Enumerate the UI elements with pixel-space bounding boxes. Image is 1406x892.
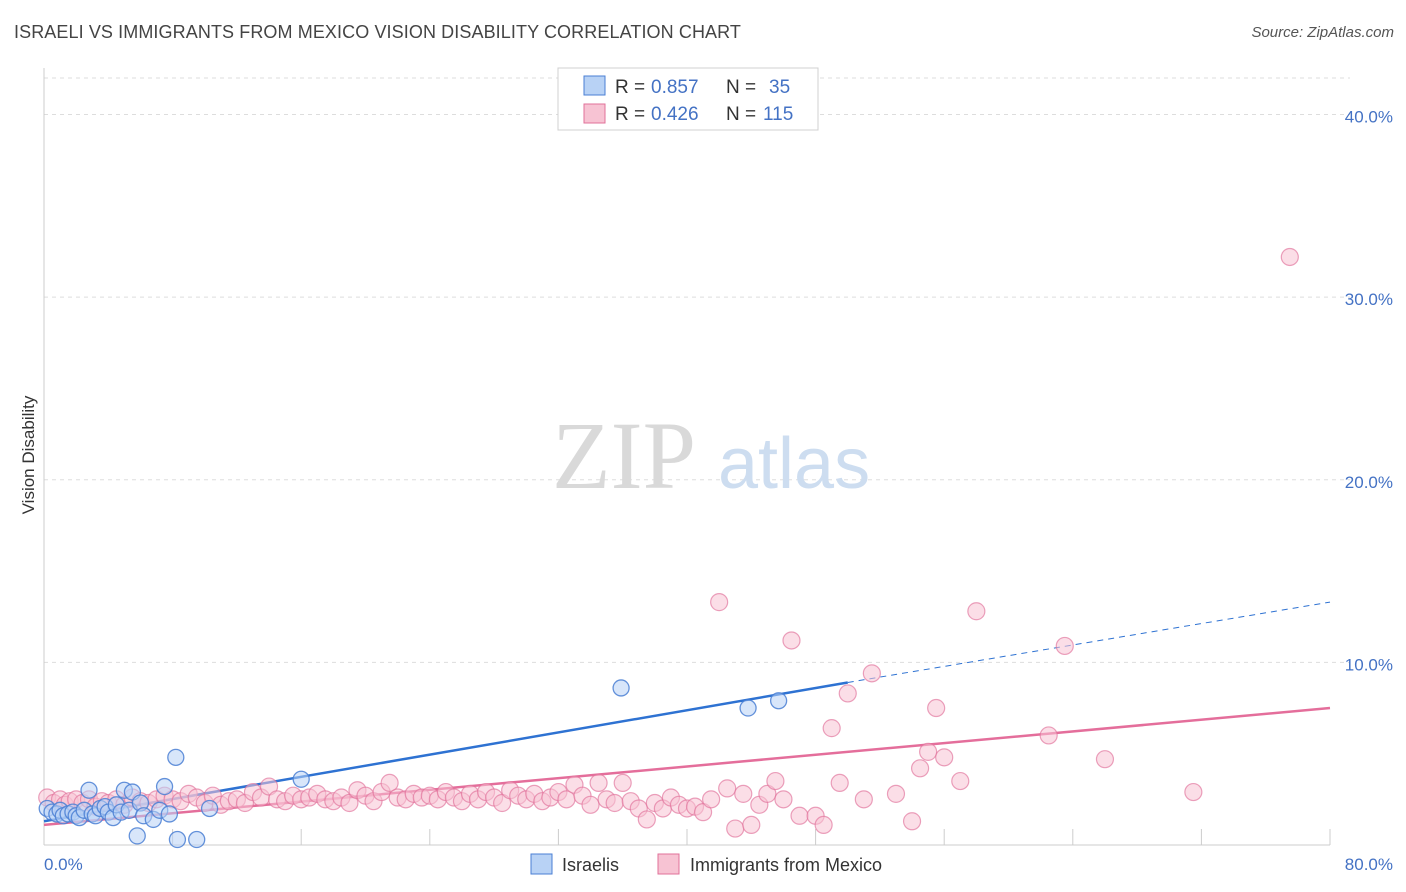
- point-mexico-101: [838, 684, 857, 703]
- point-israelis-22: [128, 827, 146, 845]
- point-mexico-86: [710, 593, 729, 612]
- point-mexico-95: [782, 631, 801, 650]
- point-israelis-30: [168, 830, 187, 849]
- watermark: ZIP atlas: [552, 402, 870, 509]
- point-israelis-29: [167, 748, 185, 766]
- legend-n-label-1: N =: [726, 77, 756, 98]
- x-tick-label-1: 80.0%: [1345, 855, 1393, 874]
- axes: [43, 68, 1331, 846]
- point-mexico-70: [581, 795, 600, 814]
- point-mexico-109: [935, 748, 954, 767]
- x-tick-label-0: 0.0%: [44, 855, 83, 874]
- point-mexico-112: [1039, 726, 1058, 745]
- legend-r-value-1: 0.857: [651, 77, 699, 98]
- point-israelis-27: [155, 777, 174, 796]
- point-israelis-35: [739, 699, 757, 717]
- point-mexico-96: [790, 806, 809, 825]
- point-mexico-84: [693, 803, 713, 822]
- scatter-points: [38, 247, 1299, 849]
- point-mexico-114: [1095, 750, 1115, 769]
- point-mexico-40: [340, 793, 359, 813]
- series-legend-swatch-israelis: [530, 853, 553, 875]
- legend-r-label-1: R =: [615, 77, 645, 98]
- point-mexico-105: [902, 812, 922, 831]
- point-mexico-106: [910, 759, 930, 778]
- legend-swatch-israelis: [583, 75, 606, 96]
- y-tick-label-0: 10.0%: [1345, 655, 1393, 674]
- point-mexico-30: [259, 777, 279, 796]
- legend-r-label-2: R =: [615, 104, 645, 125]
- legend-n-value-2: 115: [763, 104, 793, 125]
- gridlines: [44, 77, 1350, 663]
- point-mexico-103: [862, 664, 881, 683]
- source-label: Source: ZipAtlas.com: [1251, 24, 1394, 41]
- legend-n-label-2: N =: [726, 104, 756, 125]
- point-mexico-115: [1184, 782, 1203, 802]
- series-legend-israelis: Israelis: [562, 855, 619, 875]
- point-israelis-31: [188, 830, 206, 849]
- point-mexico-116: [1280, 247, 1299, 267]
- point-israelis-34: [612, 679, 630, 697]
- point-mexico-108: [927, 698, 946, 718]
- point-mexico-87: [718, 779, 737, 798]
- point-mexico-98: [814, 815, 833, 835]
- point-mexico-73: [605, 793, 624, 813]
- y-tick-label-3: 40.0%: [1345, 108, 1393, 127]
- point-israelis-10: [80, 781, 98, 799]
- point-mexico-94: [774, 790, 793, 809]
- series-legend-swatch-mexico: [657, 853, 680, 875]
- point-mexico-45: [380, 773, 399, 793]
- correlation-legend: R = 0.857 N = 35 R = 0.426 N = 115: [557, 67, 819, 131]
- point-mexico-77: [637, 810, 656, 829]
- point-israelis-33: [292, 770, 310, 788]
- trend-line-israelis-extension: [847, 601, 1331, 683]
- series-legend: Israelis Immigrants from Mexico: [530, 853, 882, 875]
- point-mexico-111: [967, 602, 986, 621]
- legend-n-value-1: 35: [769, 77, 790, 98]
- tick-labels: 10.0% 20.0% 30.0% 40.0% 0.0% 80.0%: [44, 108, 1393, 874]
- point-mexico-85: [702, 790, 721, 809]
- point-mexico-107: [919, 742, 938, 761]
- legend-r-value-2: 0.426: [651, 104, 699, 125]
- point-mexico-100: [830, 773, 849, 793]
- point-mexico-88: [726, 819, 745, 838]
- point-mexico-92: [758, 784, 777, 803]
- legend-swatch-mexico: [583, 103, 606, 124]
- y-axis-title: Vision Disability: [19, 395, 38, 514]
- watermark-atlas: atlas: [718, 424, 870, 504]
- point-israelis-36: [769, 692, 788, 710]
- point-mexico-99: [822, 719, 841, 738]
- chart-title: ISRAELI VS IMMIGRANTS FROM MEXICO VISION…: [14, 22, 742, 42]
- y-tick-label-2: 30.0%: [1345, 290, 1393, 309]
- point-mexico-59: [493, 793, 512, 813]
- point-mexico-71: [589, 773, 608, 793]
- point-israelis-32: [200, 799, 219, 818]
- point-israelis-28: [160, 805, 179, 823]
- watermark-zip: ZIP: [552, 402, 696, 509]
- point-mexico-93: [766, 771, 785, 791]
- point-mexico-90: [742, 815, 761, 835]
- series-legend-mexico: Immigrants from Mexico: [690, 855, 882, 875]
- point-mexico-104: [886, 784, 906, 803]
- point-mexico-74: [613, 773, 632, 793]
- point-mexico-113: [1055, 636, 1074, 656]
- y-tick-label-1: 20.0%: [1345, 473, 1393, 492]
- point-mexico-102: [854, 790, 873, 809]
- point-mexico-110: [951, 771, 970, 791]
- point-mexico-89: [734, 784, 753, 803]
